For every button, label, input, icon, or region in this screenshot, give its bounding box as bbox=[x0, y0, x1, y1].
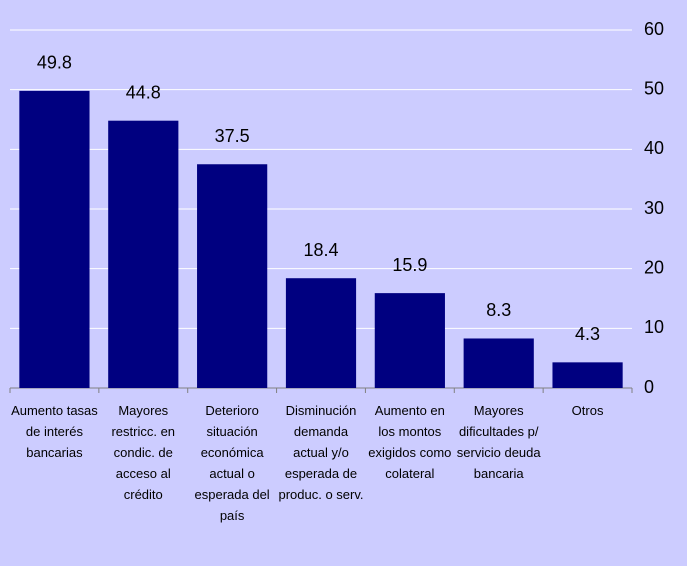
bar bbox=[463, 338, 534, 388]
y-tick-label: 30 bbox=[644, 198, 664, 218]
bar bbox=[197, 164, 268, 388]
x-tick-label: Aumento en los montos exigidos como cola… bbox=[368, 403, 452, 481]
x-tick-label: Aumento tasas de interés bancarias bbox=[11, 403, 98, 460]
bar bbox=[285, 278, 357, 388]
value-label: 37.5 bbox=[215, 126, 250, 146]
bar bbox=[552, 362, 623, 388]
x-tick-label: Deterioro situación económica actual o e… bbox=[194, 403, 270, 523]
y-tick-label: 50 bbox=[644, 78, 664, 98]
bar bbox=[19, 90, 90, 389]
y-tick-label: 0 bbox=[644, 377, 654, 397]
value-label: 44.8 bbox=[126, 82, 161, 102]
x-tick-label: Otros bbox=[571, 403, 604, 418]
x-tick-label: Disminución demanda actual y/o esperada … bbox=[278, 403, 364, 502]
bar bbox=[108, 120, 179, 389]
value-label: 4.3 bbox=[575, 324, 600, 344]
x-tick-label: Mayores restricc. en condic. de acceso a… bbox=[111, 403, 176, 502]
value-label: 49.8 bbox=[37, 53, 72, 73]
value-label: 18.4 bbox=[303, 240, 338, 260]
x-tick-label: Mayores dificultades p/ servicio deuda b… bbox=[456, 403, 541, 481]
value-label: 15.9 bbox=[392, 255, 427, 275]
y-tick-label: 20 bbox=[644, 257, 664, 277]
value-label: 8.3 bbox=[486, 300, 511, 320]
y-tick-label: 10 bbox=[644, 317, 664, 337]
bar bbox=[374, 293, 445, 388]
y-tick-label: 60 bbox=[644, 19, 664, 39]
y-tick-label: 40 bbox=[644, 138, 664, 158]
